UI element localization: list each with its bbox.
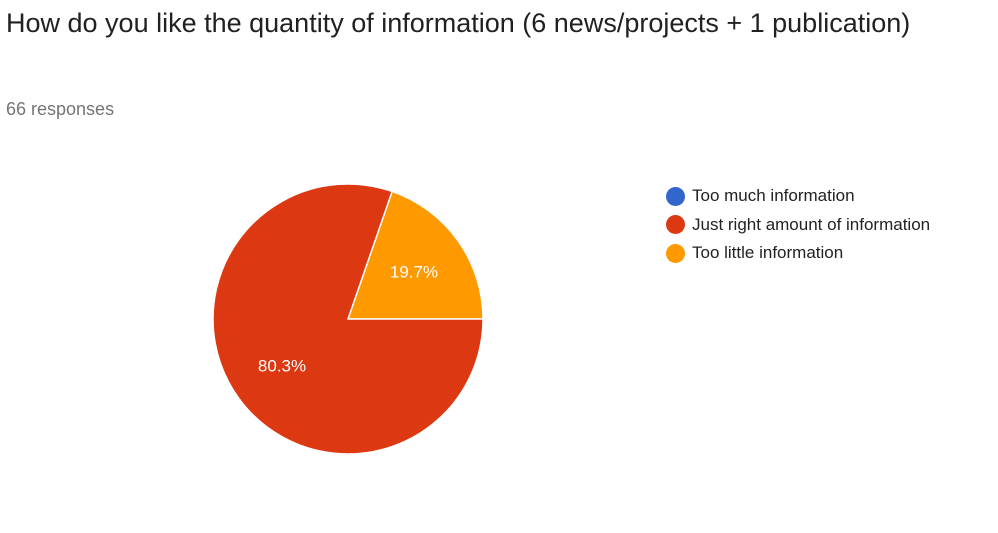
pie-slices bbox=[212, 183, 484, 455]
legend-label-too-little: Too little information bbox=[692, 243, 844, 263]
legend-swatch-too-little bbox=[666, 243, 685, 263]
legend-label-just-right: Just right amount of information bbox=[692, 214, 931, 234]
chart-legend: Too much information Just right amount o… bbox=[666, 182, 930, 268]
legend-label-too-much: Too much information bbox=[692, 186, 855, 206]
pie-slice-just-right-amount-of-information[interactable] bbox=[212, 183, 484, 455]
pie-slice-label: 80.3% bbox=[258, 356, 306, 375]
legend-swatch-too-much bbox=[666, 186, 685, 206]
pie-slice-labels: 19.7% 80.3% bbox=[258, 263, 438, 376]
legend-item-just-right[interactable]: Just right amount of information bbox=[666, 211, 930, 240]
legend-swatch-just-right bbox=[666, 215, 685, 235]
response-count: 66 responses bbox=[6, 99, 115, 119]
legend-item-too-much[interactable]: Too much information bbox=[666, 182, 930, 211]
legend-item-too-little[interactable]: Too little information bbox=[666, 239, 930, 268]
chart-title: How do you like the quantity of informat… bbox=[6, 8, 911, 38]
pie-slice-label: 19.7% bbox=[390, 263, 438, 282]
